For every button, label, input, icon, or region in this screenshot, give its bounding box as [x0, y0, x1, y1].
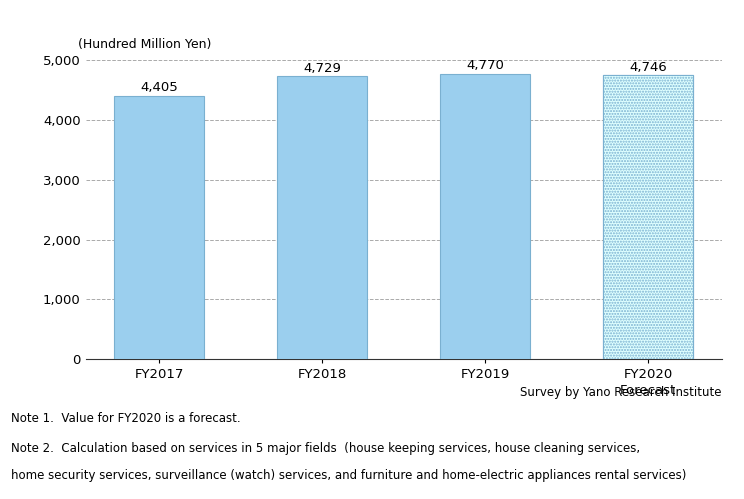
Text: 4,746: 4,746: [629, 60, 667, 73]
Text: 4,405: 4,405: [141, 81, 178, 94]
Bar: [603, 75, 693, 359]
Text: 4,770: 4,770: [466, 59, 504, 72]
Bar: [278, 76, 367, 359]
Text: Note 2.  Calculation based on services in 5 major fields  (house keeping service: Note 2. Calculation based on services in…: [11, 442, 641, 455]
Bar: [115, 95, 204, 359]
Text: Note 1.  Value for FY2020 is a forecast.: Note 1. Value for FY2020 is a forecast.: [11, 412, 241, 425]
Text: home security services, surveillance (watch) services, and furniture and home-el: home security services, surveillance (wa…: [11, 469, 687, 482]
Text: 4,729: 4,729: [304, 61, 341, 75]
Text: Forecast: Forecast: [620, 384, 676, 397]
Text: Survey by Yano Research Institute: Survey by Yano Research Institute: [520, 386, 722, 399]
Text: (Hundred Million Yen): (Hundred Million Yen): [78, 38, 211, 51]
Bar: [603, 75, 693, 359]
Bar: [440, 74, 530, 359]
